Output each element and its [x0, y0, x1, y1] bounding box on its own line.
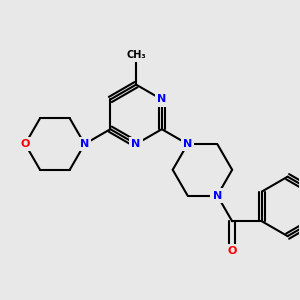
Text: N: N — [157, 94, 167, 104]
Text: CH₃: CH₃ — [126, 50, 146, 60]
Text: O: O — [20, 139, 30, 149]
Text: N: N — [80, 139, 89, 149]
Text: N: N — [183, 139, 192, 149]
Text: N: N — [213, 190, 222, 200]
Text: N: N — [131, 139, 141, 149]
Text: O: O — [227, 246, 237, 256]
